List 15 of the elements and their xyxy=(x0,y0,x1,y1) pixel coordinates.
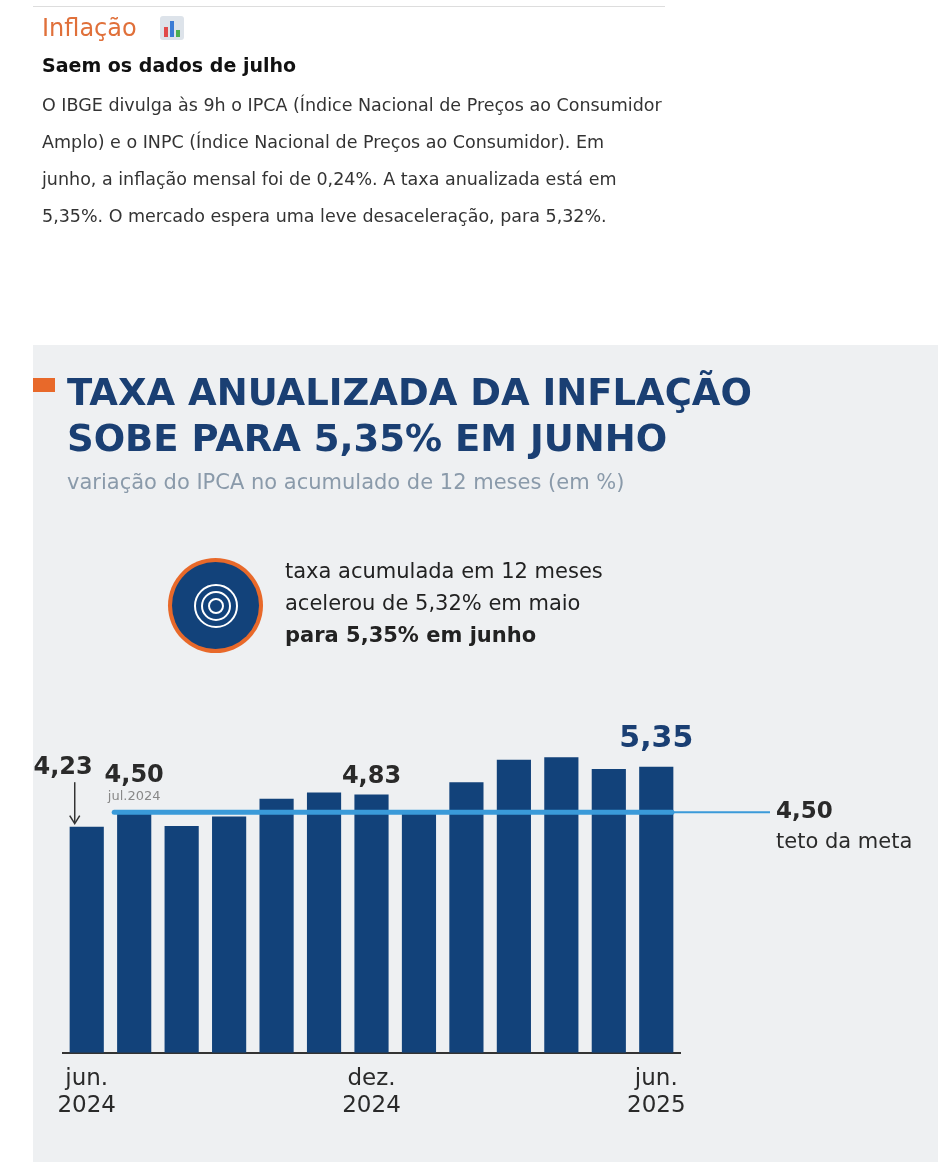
x-tick-label: jun. 2024 xyxy=(57,1063,116,1118)
data-label: 4,50 xyxy=(104,760,164,789)
text: Inflação xyxy=(42,14,137,42)
chart-subtitle: variação do IPCA no acumulado de 12 meses (em %) xyxy=(67,470,625,494)
text: para 5,35% em junho xyxy=(285,623,537,647)
x-tick-label: jun. 2025 xyxy=(627,1063,686,1118)
annotation: jul.2024 xyxy=(106,788,161,804)
text: O IBGE divulga às 9h o IPCA (Índice Nacional de Preços ao Consumidor Amplo) e o INPC (Índice Nacional de Preços ao Consumidor). Em junho, a inflação mensal foi de 0,24%. A taxa anualizada está em 5,35%. O mercado espera uma leve desaceleração, para 5,32%. xyxy=(42,93,662,228)
x-tick-label: dez. 2024 xyxy=(342,1063,401,1118)
data-label: 4,83 xyxy=(341,760,402,789)
data-label: 5,35 xyxy=(619,718,694,754)
ref-line-label: 4,50 teto da meta xyxy=(776,797,913,853)
data-label: 4,23 xyxy=(33,752,93,781)
text: Saem os dados de julho xyxy=(42,54,297,76)
chart-title: TAXA ANUALIZADA DA INFLAÇÃO SOBE PARA 5,35% EM JUNHO xyxy=(67,370,753,462)
